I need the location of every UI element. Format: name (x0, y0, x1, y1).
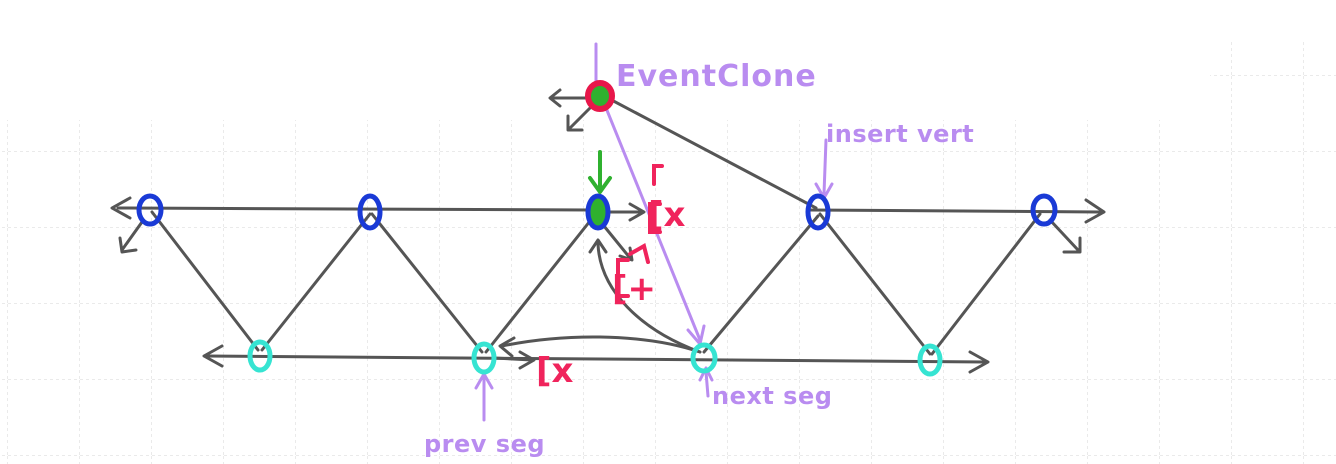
bottom-vertex (917, 343, 943, 377)
label-fix-top: [x (648, 195, 686, 235)
label-fix-plus: [+ (612, 269, 656, 309)
event-clone-node (585, 80, 615, 112)
zig-7 (930, 212, 1042, 356)
insert-vert-pointer (822, 138, 828, 196)
bottom-edge (204, 354, 988, 364)
green-down-arrow-icon (588, 150, 612, 194)
arrowhead-icon (588, 238, 608, 254)
stub-right-top (1048, 218, 1082, 254)
prev-out-arrow (492, 356, 534, 362)
next-seg-pointer (704, 370, 710, 398)
grid-background (0, 120, 1336, 464)
top-vertex (136, 193, 164, 227)
top-vertex (357, 193, 383, 231)
zig-5 (702, 214, 820, 354)
zig-3 (370, 212, 484, 354)
arrowhead-icon (968, 350, 990, 374)
arrowhead-icon (110, 196, 132, 220)
bottom-vertices (247, 339, 943, 377)
label-fix-bottom: [x (536, 351, 574, 391)
zig-6 (818, 212, 932, 356)
arrowhead-icon (202, 344, 224, 368)
bottom-vertex (690, 342, 718, 374)
arrowhead-icon (1084, 198, 1106, 224)
red-bracket-top (652, 164, 664, 186)
red-marks (616, 164, 664, 298)
red-plus-top (628, 242, 650, 264)
stub-left-top (118, 220, 144, 254)
label-prev-seg: prev seg (424, 430, 545, 458)
arrowhead-icon (498, 336, 516, 358)
arrowhead-icon (518, 350, 536, 370)
stub-clone-down (566, 104, 594, 132)
label-event-clone: EventClone (616, 59, 817, 94)
zig-4 (484, 214, 596, 354)
top-edge-1 (116, 206, 592, 212)
current-vertex (585, 193, 611, 231)
arrowhead-icon (628, 202, 646, 222)
label-next-seg: next seg (712, 382, 832, 410)
bottom-vertex (471, 341, 497, 375)
top-edge-2 (808, 208, 1102, 214)
top-vertices (136, 193, 1058, 231)
top-vertex (1030, 193, 1058, 227)
current-down-arrow (602, 224, 632, 260)
label-insert-vert: insert vert (826, 120, 974, 148)
stub-clone-left (548, 88, 590, 108)
event-clone-vertex (585, 80, 615, 112)
bottom-vertex (247, 339, 273, 373)
zig-2 (260, 212, 372, 352)
clone-edge (602, 94, 818, 210)
top-vertex (805, 193, 831, 231)
grid-background-top-right (1210, 40, 1336, 120)
zig-1 (150, 210, 260, 352)
edges (116, 94, 1102, 364)
curve-next-to-prev (500, 335, 702, 354)
arrowhead-icon (698, 366, 714, 382)
red-bracket-mid (648, 202, 662, 234)
red-bracket-plus (616, 258, 630, 298)
current-vertex-ring (585, 193, 611, 231)
curve-next-to-current (596, 242, 702, 354)
